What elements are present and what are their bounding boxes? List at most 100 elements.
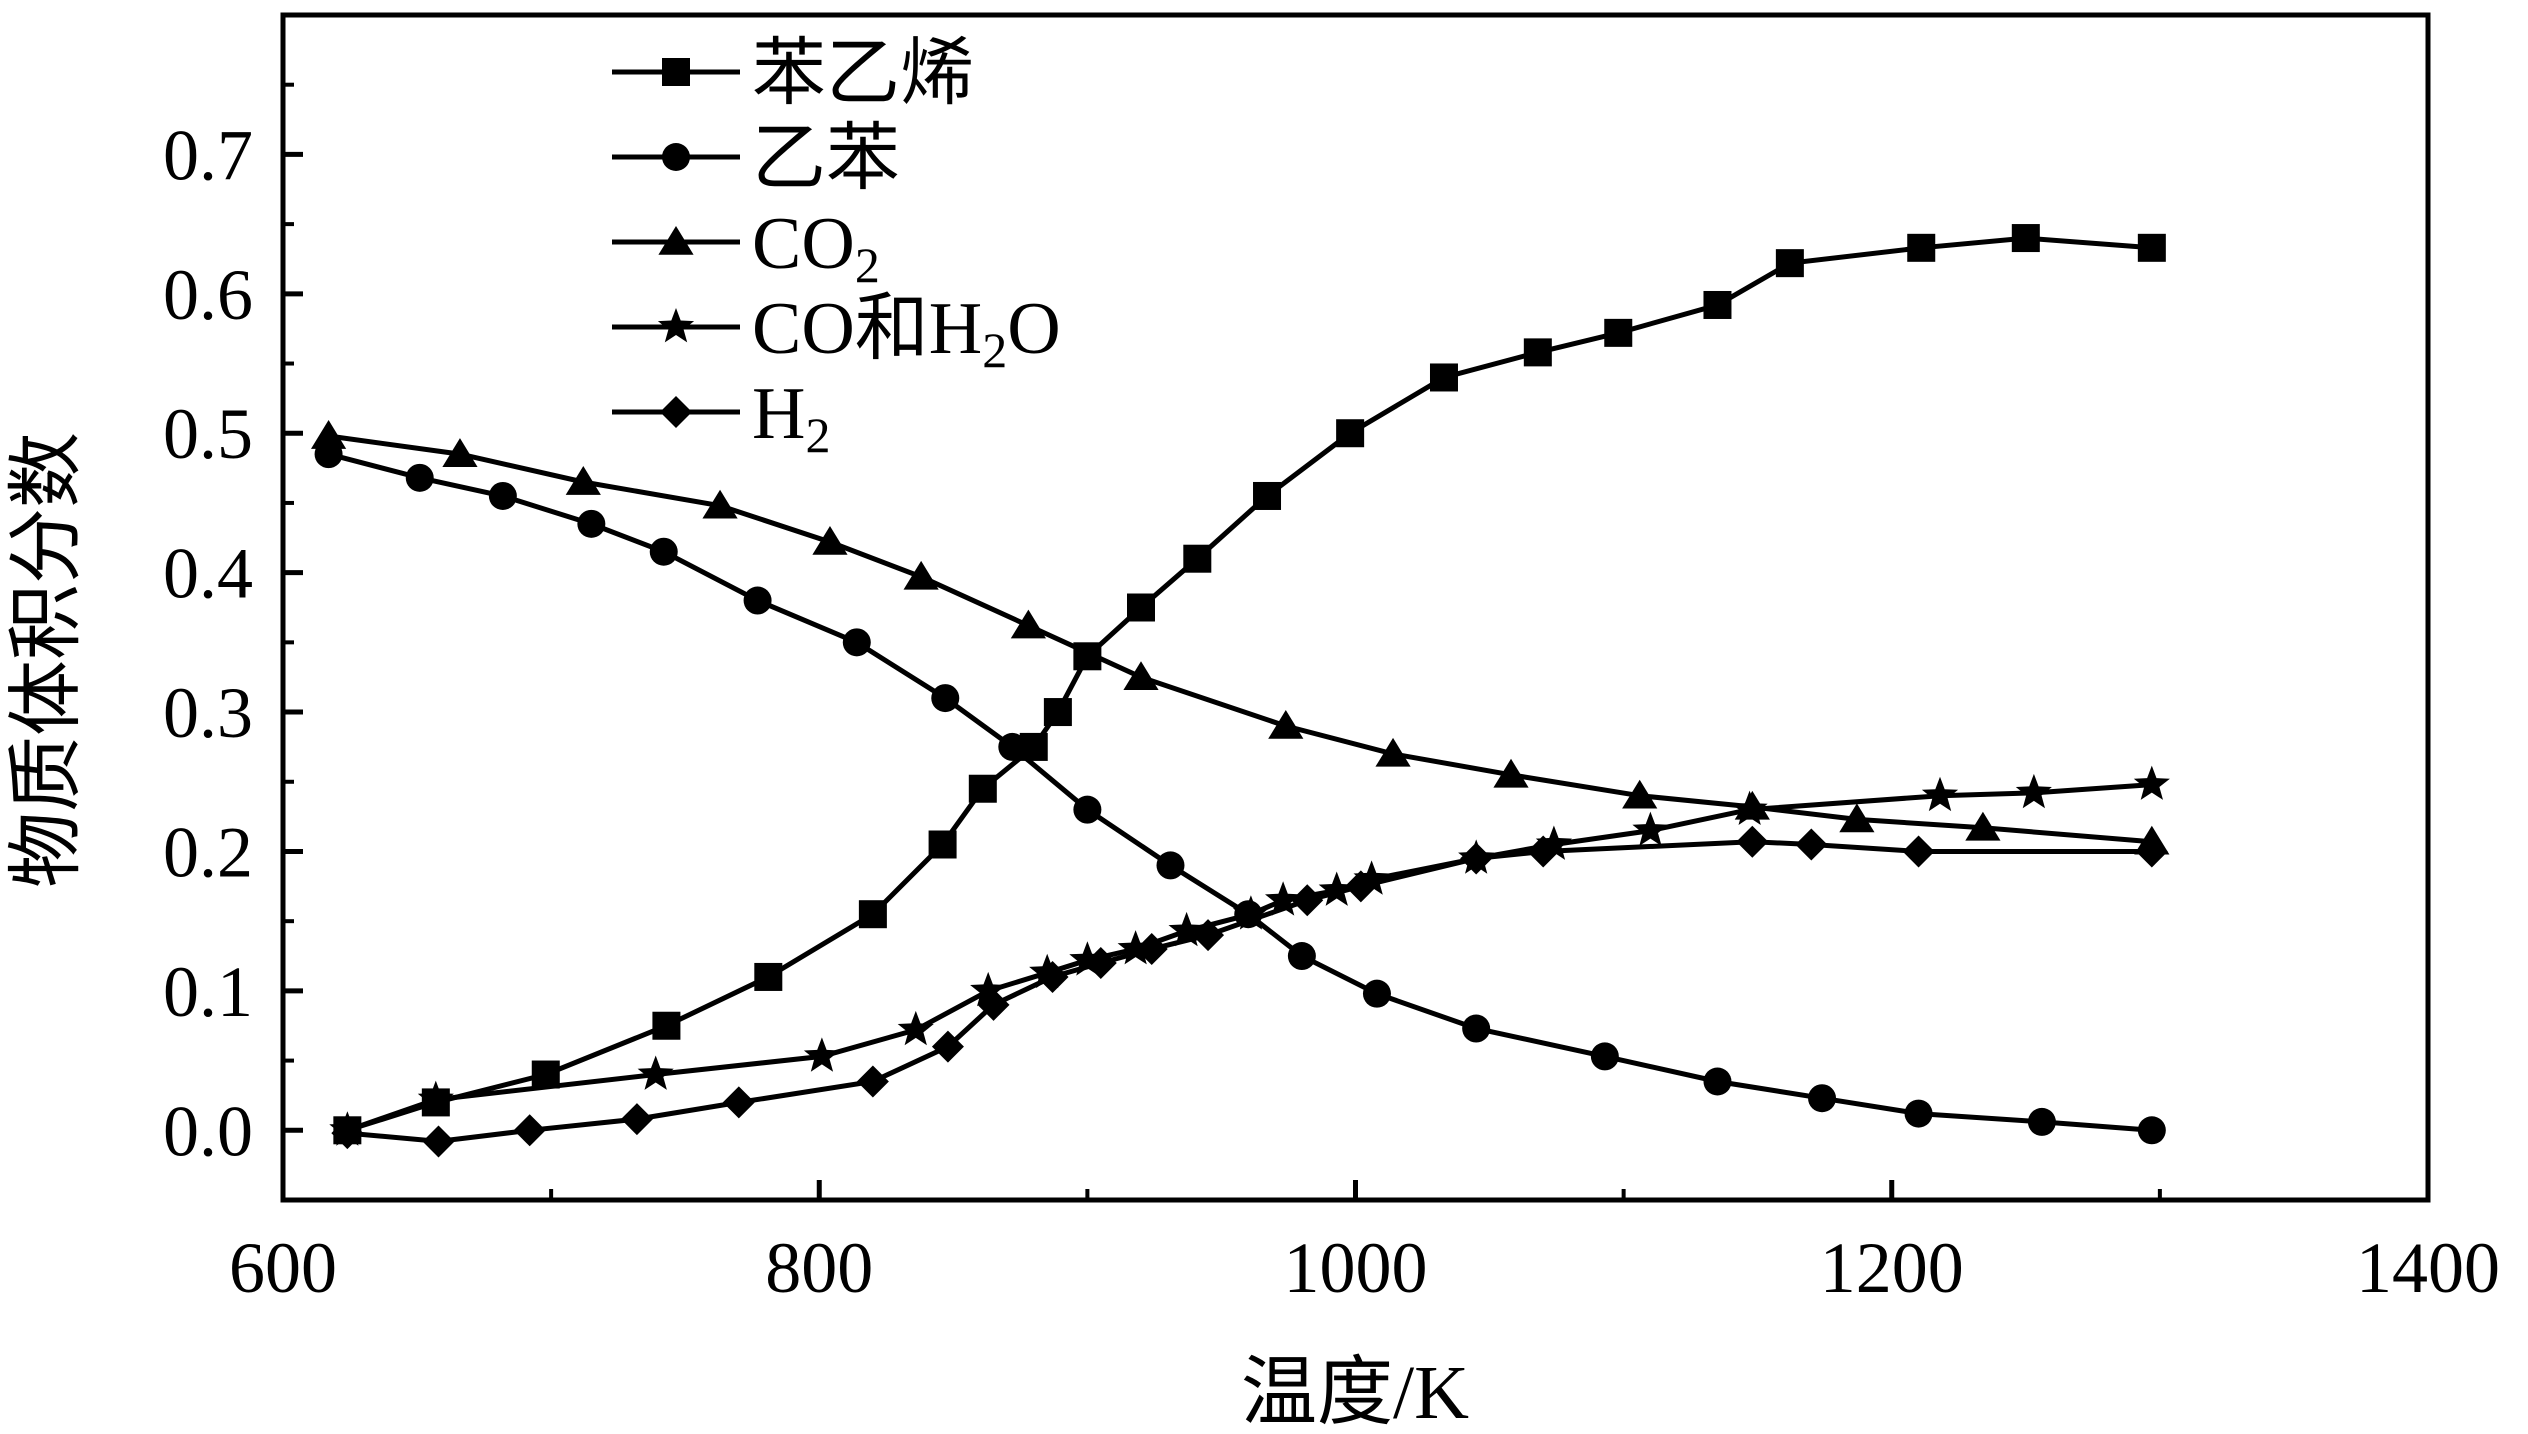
square-marker xyxy=(2011,224,2040,253)
circle-marker xyxy=(1703,1067,1732,1096)
square-marker xyxy=(1429,363,1458,392)
series-2 xyxy=(314,440,2166,1145)
diamond-marker xyxy=(1902,835,1935,868)
diamond-marker xyxy=(1291,884,1324,917)
legend-label: CO和H2O xyxy=(752,288,1061,378)
triangle-marker xyxy=(310,420,347,449)
diamond-marker xyxy=(331,1117,364,1150)
y-axis-title: 物质体积分数 xyxy=(5,432,89,888)
legend-label-subscript: 2 xyxy=(805,407,830,463)
star-marker xyxy=(1535,825,1572,860)
diamond-marker xyxy=(722,1086,755,1119)
square-marker xyxy=(858,900,887,929)
square-marker xyxy=(1703,290,1732,319)
plot-frame xyxy=(280,12,2431,1203)
triangle-marker xyxy=(812,525,848,555)
triangle-marker xyxy=(442,438,478,467)
circle-marker xyxy=(1156,851,1185,880)
triangle-marker xyxy=(1123,661,1159,691)
legend-label-main: CO xyxy=(752,203,855,285)
square-marker xyxy=(1907,233,1936,262)
circle-marker xyxy=(931,684,960,713)
x-tick-label: 1200 xyxy=(1820,1228,1964,1308)
legend-item: CO2 xyxy=(612,203,880,293)
diamond-marker xyxy=(660,396,692,428)
legend-item: 乙苯 xyxy=(612,118,900,200)
series-line xyxy=(327,451,2152,1133)
star-marker xyxy=(1069,941,1106,976)
circle-marker xyxy=(2137,1116,2166,1145)
triangle-marker xyxy=(658,226,694,255)
square-marker xyxy=(662,58,690,86)
legend-label-tail: O xyxy=(1007,288,1060,370)
square-marker xyxy=(1127,593,1155,622)
y-tick-label: 0.2 xyxy=(163,812,253,892)
triangle-marker xyxy=(1622,779,1658,809)
x-tick-label: 800 xyxy=(765,1228,873,1308)
circle-marker xyxy=(1287,942,1316,971)
series-line xyxy=(347,839,2152,1144)
x-tick-label: 600 xyxy=(229,1228,337,1308)
star-marker xyxy=(1117,930,1154,965)
star-marker xyxy=(657,308,695,343)
axis-ticks: 600 800 1000 1200 1400 0.0 0.1 0.2 0.3 0.4 0.5 0.6 0… xyxy=(163,82,2500,1308)
circle-marker xyxy=(998,732,1027,761)
triangle-marker xyxy=(1493,758,1529,788)
star-marker xyxy=(417,1080,454,1115)
diamond-marker xyxy=(977,988,1010,1021)
square-marker xyxy=(928,830,957,859)
triangle-marker xyxy=(1268,710,1304,739)
legend-item: CO和H2O xyxy=(612,288,1061,378)
diamond-marker xyxy=(1527,835,1560,868)
triangle-marker xyxy=(1839,803,1875,833)
series-group xyxy=(310,224,2170,1158)
legend-item: 苯乙烯 xyxy=(612,33,974,115)
circle-marker xyxy=(1073,795,1102,824)
triangle-marker xyxy=(702,489,738,519)
circle-marker xyxy=(649,537,678,566)
star-marker xyxy=(1731,790,1768,825)
square-marker xyxy=(1183,544,1212,573)
square-marker xyxy=(652,1011,681,1040)
legend-label-main: H xyxy=(752,373,805,455)
diamond-marker xyxy=(1036,960,1069,993)
diamond-marker xyxy=(422,1125,455,1158)
square-marker xyxy=(1775,249,1804,278)
legend-label-main: 乙苯 xyxy=(752,118,900,200)
legend-label: 乙苯 xyxy=(752,118,900,200)
star-marker xyxy=(1921,776,1959,812)
triangle-marker xyxy=(1375,737,1411,767)
legend-label-main: 苯乙烯 xyxy=(752,33,974,115)
y-tick-label: 0.5 xyxy=(163,394,253,474)
star-marker xyxy=(2133,765,2170,800)
star-marker xyxy=(2015,773,2052,809)
circle-marker xyxy=(1808,1084,1837,1113)
circle-marker xyxy=(842,628,871,657)
diamond-marker xyxy=(1192,919,1225,952)
circle-marker xyxy=(1590,1042,1619,1071)
series-line xyxy=(346,235,2152,1133)
circle-marker xyxy=(1904,1099,1933,1128)
diamond-marker xyxy=(513,1114,546,1147)
x-tick-label: 1000 xyxy=(1284,1228,1428,1308)
triangle-marker xyxy=(565,466,601,495)
square-marker xyxy=(2137,233,2166,262)
legend-label: CO2 xyxy=(752,203,880,293)
legend-label-subscript: 2 xyxy=(982,322,1007,378)
legend-label-main: CO和H xyxy=(752,288,982,370)
diamond-marker xyxy=(856,1065,889,1098)
square-marker xyxy=(1604,318,1633,347)
y-tick-label: 0.3 xyxy=(163,673,253,753)
series-line xyxy=(346,782,2152,1133)
legend-label-subscript: 2 xyxy=(855,237,880,293)
diamond-marker xyxy=(931,1030,964,1063)
circle-marker xyxy=(1462,1014,1491,1043)
circle-marker xyxy=(743,586,772,615)
square-marker xyxy=(1523,338,1552,367)
circle-marker xyxy=(1362,979,1391,1008)
square-marker xyxy=(1043,698,1072,727)
circle-marker xyxy=(577,509,606,538)
diamond-marker xyxy=(2135,835,2168,868)
star-marker xyxy=(897,1010,934,1046)
